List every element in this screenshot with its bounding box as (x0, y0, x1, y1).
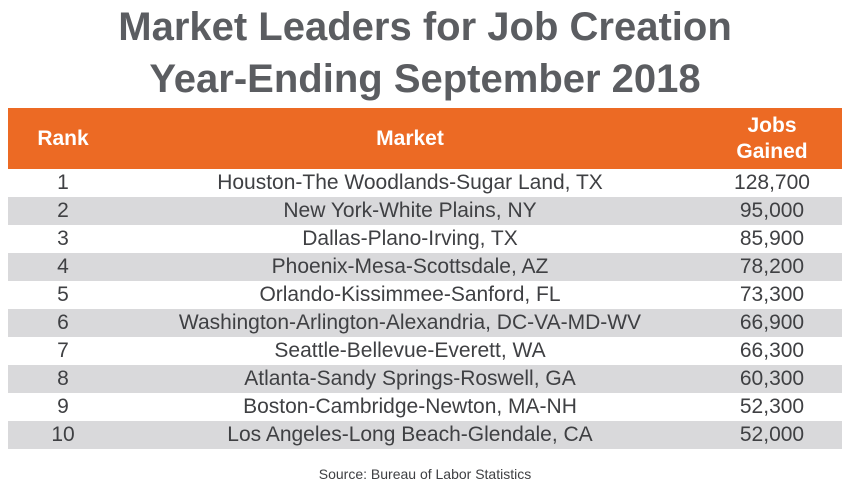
table-row: 3 Dallas-Plano-Irving, TX 85,900 (8, 225, 842, 253)
market-cell: Houston-The Woodlands-Sugar Land, TX (217, 171, 603, 194)
table-row: 9 Boston-Cambridge-Newton, MA-NH 52,300 (8, 393, 842, 421)
jobs-gained-cell: 78,200 (739, 255, 805, 278)
column-header-market: Market (376, 126, 444, 150)
rank-cell: 10 (51, 423, 75, 446)
column-header-rank: Rank (37, 126, 89, 150)
table-row: 10 Los Angeles-Long Beach-Glendale, CA 52,… (8, 421, 842, 449)
jobs-gained-cell: 66,900 (739, 311, 805, 334)
jobs-header-word-1: Jobs (747, 113, 797, 137)
rank-cell: 4 (57, 255, 69, 278)
table-header-row: Rank Market Jobs Gained (8, 108, 842, 169)
table-row: 6 Washington-Arlington-Alexandria, DC-VA-… (8, 309, 842, 337)
rank-cell: 1 (57, 171, 69, 194)
table-row: 7 Seattle-Bellevue-Everett, WA 66,300 (8, 337, 842, 365)
table-row: 4 Phoenix-Mesa-Scottsdale, AZ 78,200 (8, 253, 842, 281)
market-cell: Boston-Cambridge-Newton, MA-NH (243, 395, 577, 418)
rank-cell: 8 (57, 367, 69, 390)
jobs-gained-cell: 128,700 (734, 171, 810, 194)
rank-cell: 2 (57, 199, 69, 222)
rank-cell: 6 (57, 311, 69, 334)
table-row: 1 Houston-The Woodlands-Sugar Land, TX 128… (8, 169, 842, 197)
market-cell: Orlando-Kissimmee-Sanford, FL (259, 283, 561, 306)
market-cell: Los Angeles-Long Beach-Glendale, CA (227, 423, 593, 446)
rank-cell: 5 (57, 283, 69, 306)
market-cell: Seattle-Bellevue-Everett, WA (274, 339, 546, 362)
rank-cell: 7 (57, 339, 69, 362)
jobs-header-word-2: Gained (736, 139, 808, 163)
market-cell: New York-White Plains, NY (283, 199, 537, 222)
rank-cell: 9 (57, 395, 69, 418)
market-cell: Washington-Arlington-Alexandria, DC-VA-M… (178, 311, 642, 334)
column-header-jobs-gained: Jobs Gained (702, 108, 842, 169)
market-cell: Dallas-Plano-Irving, TX (302, 227, 518, 250)
jobs-gained-cell: 52,000 (739, 423, 805, 446)
market-cell: Phoenix-Mesa-Scottsdale, AZ (271, 255, 549, 278)
table-row: 8 Atlanta-Sandy Springs-Roswell, GA 60,300 (8, 365, 842, 393)
jobs-gained-cell: 73,300 (739, 283, 805, 306)
jobs-gained-cell: 60,300 (739, 367, 805, 390)
jobs-gained-cell: 52,300 (739, 395, 805, 418)
jobs-gained-cell: 85,900 (739, 227, 805, 250)
source-note: Source: Bureau of Labor Statistics (318, 466, 532, 482)
table-row: 5 Orlando-Kissimmee-Sanford, FL 73,300 (8, 281, 842, 309)
job-creation-table: Rank Market Jobs Gained 1 Houston-The Woo… (8, 108, 842, 449)
chart-title-line-1: Market Leaders for Job Creation (118, 5, 732, 49)
table-row: 2 New York-White Plains, NY 95,000 (8, 197, 842, 225)
chart-title-line-2: Year-Ending September 2018 (149, 57, 701, 101)
market-cell: Atlanta-Sandy Springs-Roswell, GA (244, 367, 576, 390)
jobs-gained-cell: 66,300 (739, 339, 805, 362)
rank-cell: 3 (57, 227, 69, 250)
table-body: 1 Houston-The Woodlands-Sugar Land, TX 128… (8, 169, 842, 449)
jobs-gained-cell: 95,000 (739, 199, 805, 222)
